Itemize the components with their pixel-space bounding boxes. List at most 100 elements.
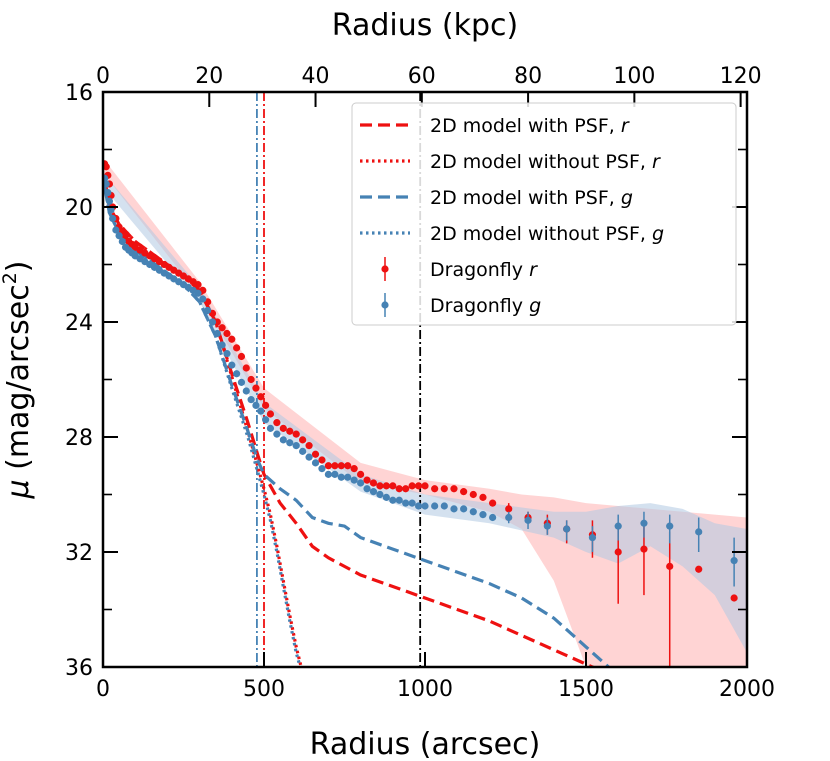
y-tick-label: 32 <box>65 541 93 566</box>
dragonfly-g-point <box>105 197 114 205</box>
dragonfly-g-point <box>331 470 339 478</box>
dragonfly-g-point <box>469 508 477 516</box>
dragonfly-g-point <box>208 318 217 326</box>
dragonfly-g-point <box>279 436 287 444</box>
legend-box <box>351 102 737 326</box>
dragonfly-g-point <box>421 502 429 510</box>
dragonfly-r-point <box>469 490 477 499</box>
dragonfly-g-point <box>350 476 358 484</box>
x-tick-label: 0 <box>96 677 110 702</box>
dragonfly-r-point <box>247 375 255 384</box>
dragonfly-r-point <box>305 442 313 450</box>
dragonfly-g-point <box>440 502 448 510</box>
dragonfly-r-point <box>311 450 320 458</box>
top-axis-title: Radius (kpc) <box>332 8 518 43</box>
dragonfly-r-point <box>440 485 448 493</box>
dragonfly-g-point <box>286 439 294 447</box>
legend-label-dragonfly-1: Dragonfly r <box>430 259 538 281</box>
x2-tick-label: 0 <box>96 64 110 89</box>
dragonfly-g-point <box>588 534 597 542</box>
y-axis-title-symbol: μ <box>1 479 36 499</box>
x-tick-label: 1000 <box>397 677 453 702</box>
legend-label-dragonfly-1-text: Dragonfly <box>430 259 529 281</box>
y-tick-label: 28 <box>65 426 93 451</box>
dragonfly-r-point <box>395 485 403 493</box>
dragonfly-r-point <box>376 482 384 490</box>
legend-label-4: 2D model without PSF, g <box>430 223 664 245</box>
model-line-4 <box>103 186 302 667</box>
dragonfly-g-point <box>460 505 468 513</box>
dragonfly-g-point <box>247 396 255 404</box>
dragonfly-g-point <box>695 528 703 536</box>
dragonfly-g-point <box>324 470 332 478</box>
dragonfly-r-point <box>266 410 275 418</box>
dragonfly-r-point <box>389 482 397 490</box>
dragonfly-g-point <box>228 361 236 369</box>
dragonfly-g-point <box>273 430 281 438</box>
legend-label-2: 2D model without PSF, r <box>430 151 661 173</box>
x2-tick-label: 100 <box>613 64 655 89</box>
dragonfly-g-point <box>252 401 260 409</box>
dragonfly-g-point <box>376 490 384 499</box>
dragonfly-r-point <box>357 470 365 478</box>
dragonfly-r-point <box>363 476 371 484</box>
dragonfly-r-point <box>414 482 423 490</box>
dragonfly-g-point <box>115 232 123 240</box>
dragonfly-g-point <box>489 513 497 522</box>
dragonfly-r-point <box>431 485 439 493</box>
legend-label-3-text: 2D model with PSF, <box>430 187 621 209</box>
y-axis-title-close: ) <box>1 260 36 272</box>
dragonfly-g-point <box>199 295 207 303</box>
dragonfly-g-point <box>431 502 439 510</box>
legend-label-1-text: 2D model with PSF, <box>430 115 621 137</box>
dragonfly-g-point <box>505 513 513 522</box>
legend-marker-2 <box>381 301 389 309</box>
legend-label-3: 2D model with PSF, g <box>430 187 633 209</box>
dragonfly-r-point <box>279 424 287 432</box>
dragonfly-g-point <box>614 522 622 530</box>
dragonfly-g-point <box>666 522 674 530</box>
legend-label-dragonfly-2-text: Dragonfly <box>430 295 529 317</box>
dragonfly-g-point <box>450 505 458 513</box>
dragonfly-g-point <box>118 237 126 246</box>
legend-marker-1 <box>381 265 389 273</box>
dragonfly-g-point <box>730 557 738 565</box>
model-line-1 <box>103 178 597 667</box>
dragonfly-r-point <box>292 430 300 438</box>
dragonfly-g-point <box>107 206 115 214</box>
dragonfly-g-point <box>103 180 110 188</box>
dragonfly-g-point <box>479 511 487 519</box>
dragonfly-g-point <box>543 522 551 530</box>
dragonfly-g-point <box>318 465 326 473</box>
dragonfly-r-point <box>489 499 497 507</box>
x-tick-label: 2000 <box>719 677 775 702</box>
y-axis-title: μ (mag/arcsec2) <box>0 260 36 499</box>
dragonfly-r-point <box>237 352 246 361</box>
dragonfly-g-point <box>524 516 532 524</box>
x2-tick-label: 120 <box>720 64 762 89</box>
dragonfly-r-point <box>242 364 250 372</box>
dragonfly-profiles <box>103 160 738 667</box>
legend-label-2-text: 2D model without PSF, <box>430 151 652 173</box>
dragonfly-g-point <box>337 473 345 481</box>
dragonfly-g-point <box>382 493 390 501</box>
dragonfly-g-point <box>389 496 397 504</box>
dragonfly-g-point <box>204 306 212 315</box>
x-axis-title: Radius (arcsec) <box>310 727 541 761</box>
legend: 2D model with PSF, r 2D model without PSF… <box>351 102 737 326</box>
dragonfly-r-point <box>479 493 487 501</box>
legend-label-1-band: r <box>621 115 630 137</box>
y-tick-label: 24 <box>65 311 93 336</box>
dragonfly-r-point <box>382 482 390 490</box>
x2-tick-label: 40 <box>302 64 330 89</box>
y-tick-label: 16 <box>65 81 93 106</box>
dragonfly-g-point <box>363 485 371 493</box>
dragonfly-g-point <box>305 453 313 461</box>
legend-label-4-band: g <box>652 223 664 245</box>
y-axis-title-unit: (mag/arcsec <box>1 284 36 479</box>
x-tick-label: 1500 <box>558 677 614 702</box>
dragonfly-r-point <box>614 548 622 556</box>
dragonfly-g-point <box>299 447 307 455</box>
dragonfly-r-point <box>344 462 352 470</box>
